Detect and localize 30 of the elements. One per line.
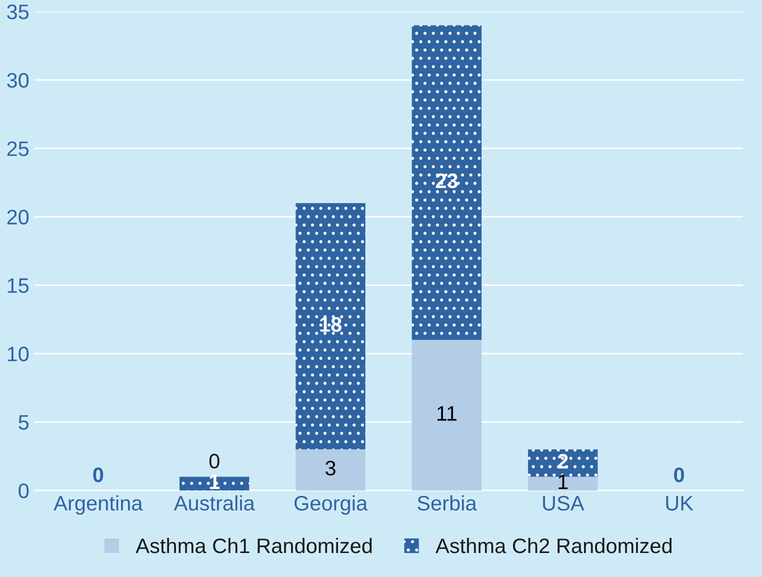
bar [412,340,482,490]
bar [412,25,482,340]
bar [180,476,250,490]
x-tick-label: USA [543,496,584,511]
y-tick-label: 15 [8,278,29,293]
data-label: 3 [326,460,336,476]
legend-label: Asthma Ch1 Randomized [136,538,372,554]
data-label: 18 [320,317,342,332]
data-label: 0 [93,467,104,482]
x-tick-label: UK [666,496,694,511]
y-tick-label: 30 [7,72,29,88]
x-tick-label: Argentina [54,495,143,515]
y-tick-label: 20 [7,210,29,225]
bar [296,449,366,490]
data-label: 0 [209,454,220,469]
y-tick-label: 5 [18,415,29,430]
x-tick-label: Georgia [294,495,368,515]
data-label: 1 [210,474,220,489]
bar [296,203,366,450]
data-label: 11 [437,406,457,421]
y-tick-label: 10 [8,346,29,362]
y-tick-label: 0 [18,483,29,498]
y-tick-label: 35 [7,4,29,20]
legend-label: Asthma Ch2 Randomized [436,538,672,554]
x-tick-label: Serbia [418,495,477,511]
data-label: 1 [558,474,568,489]
bar [528,476,598,490]
x-tick-label: Australia [174,495,255,511]
data-label: 0 [674,467,684,482]
y-tick-label: 25 [7,141,29,156]
